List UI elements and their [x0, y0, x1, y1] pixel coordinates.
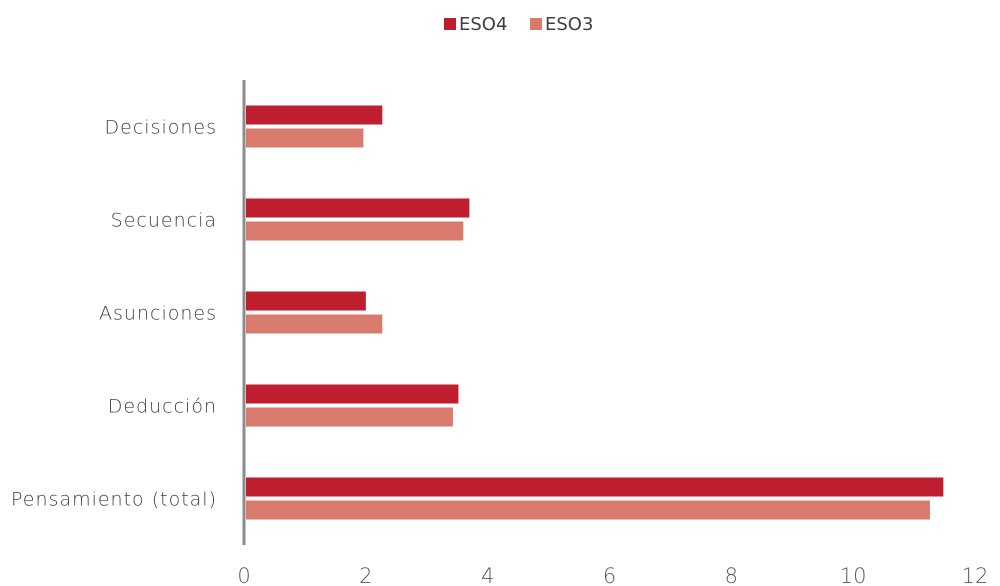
x-tick-label-6: 12 — [962, 564, 989, 586]
bar-eso4-4 — [246, 477, 944, 497]
bar-eso4-2 — [246, 291, 366, 311]
bar-eso3-3 — [246, 407, 453, 427]
legend-swatch-eso4 — [444, 18, 456, 30]
bar-eso4-0 — [246, 105, 383, 125]
category-label-1: Secuencia — [111, 210, 217, 232]
bar-eso4-3 — [246, 384, 459, 404]
bar-eso3-1 — [246, 221, 464, 241]
x-tick-label-4: 8 — [725, 564, 738, 586]
legend-label-eso4: ESO4 — [459, 14, 507, 35]
x-tick-label-3: 6 — [603, 564, 616, 586]
chart-legend: ESO4 ESO3 — [444, 14, 593, 35]
legend-label-eso3: ESO3 — [545, 14, 593, 35]
bar-eso3-4 — [246, 500, 930, 520]
category-labels: Decisiones Secuencia Asunciones Deducción Pe… — [11, 117, 217, 511]
bar-eso3-2 — [246, 314, 383, 334]
x-tick-label-0: 0 — [237, 564, 250, 586]
bar-eso4-1 — [246, 198, 470, 218]
x-tick-label-5: 10 — [840, 564, 867, 586]
x-tick-labels: 0 2 4 6 8 10 12 — [237, 564, 988, 586]
legend-swatch-eso3 — [530, 18, 542, 30]
category-label-2: Asunciones — [99, 303, 217, 325]
x-tick-label-2: 4 — [481, 564, 494, 586]
x-tick-label-1: 2 — [359, 564, 372, 586]
category-label-3: Deducción — [108, 396, 217, 418]
category-label-4: Pensamiento (total) — [11, 489, 217, 511]
bars-group — [246, 105, 944, 520]
bar-eso3-0 — [246, 128, 364, 148]
category-label-0: Decisiones — [105, 117, 217, 139]
